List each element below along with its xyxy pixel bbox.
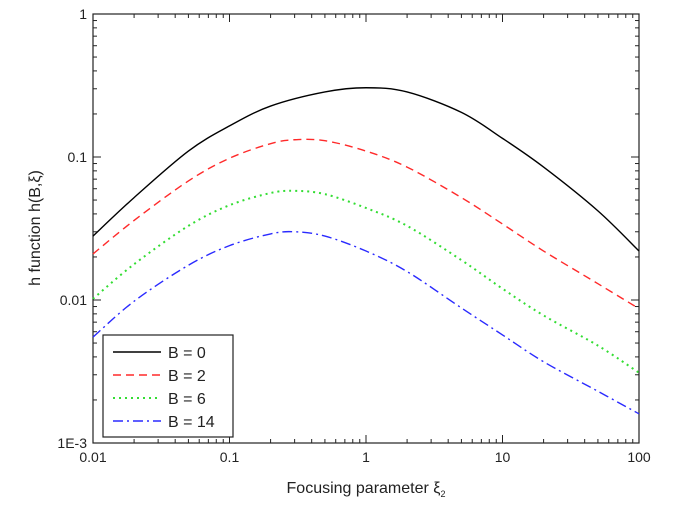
series-line-1 xyxy=(92,138,640,310)
x-axis-label-subscript: 2 xyxy=(440,489,445,499)
legend-label-3: B = 14 xyxy=(168,414,215,431)
y-tick-label: 1 xyxy=(79,6,87,22)
y-tick-label: 0.01 xyxy=(60,292,87,308)
x-axis-label-main: Focusing parameter ξ xyxy=(287,480,441,497)
series-line-3 xyxy=(92,230,640,415)
x-tick-label: 100 xyxy=(627,449,651,465)
legend-label-2: B = 6 xyxy=(168,391,206,408)
legend-label-1: B = 2 xyxy=(168,368,206,385)
legend-items: B = 0 B = 2 B = 6 B = 14 xyxy=(113,345,215,431)
legend: B = 0 B = 2 B = 6 B = 14 xyxy=(102,334,234,438)
x-axis-label: Focusing parameter ξ2 xyxy=(287,480,446,499)
series-line-0 xyxy=(92,87,640,252)
x-tick-label: 0.1 xyxy=(220,449,240,465)
legend-label-0: B = 0 xyxy=(168,345,206,362)
axis-ticks xyxy=(92,14,639,444)
x-tick-label: 0.01 xyxy=(79,449,106,465)
y-axis-label: h function h(B,ξ) xyxy=(27,170,44,286)
y-tick-label: 1E-3 xyxy=(57,435,87,451)
x-tick-label: 10 xyxy=(495,449,511,465)
y-tick-label: 0.1 xyxy=(68,149,88,165)
series-lines xyxy=(92,87,640,415)
x-tick-label: 1 xyxy=(362,449,370,465)
series-line-2 xyxy=(92,189,640,374)
